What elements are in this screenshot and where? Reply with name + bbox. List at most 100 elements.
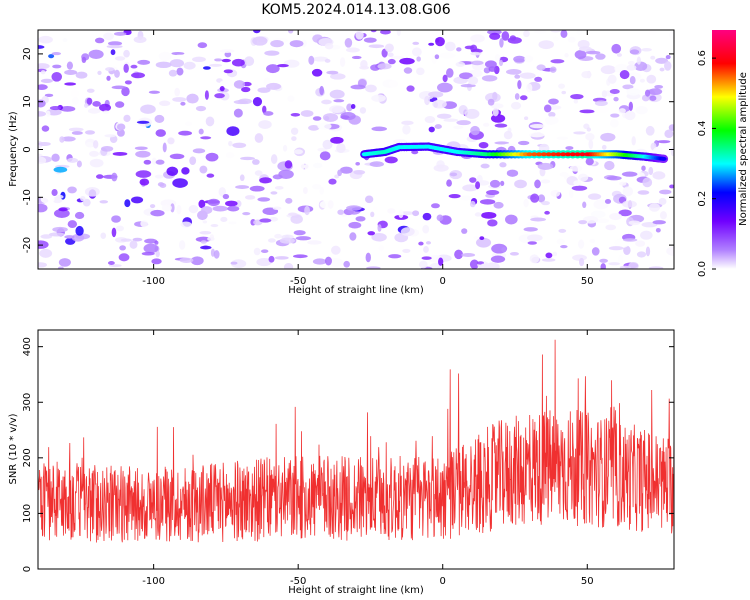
noise-blob [319, 151, 331, 161]
noise-blob [324, 256, 332, 266]
noise-blob [541, 258, 556, 262]
noise-blob [226, 126, 240, 136]
noise-blob [178, 130, 192, 136]
noise-blob [365, 195, 374, 204]
noise-blob [668, 124, 674, 131]
noise-blob [327, 200, 334, 209]
noise-blob [387, 58, 396, 65]
noise-blob [412, 210, 420, 217]
noise-blob [388, 80, 399, 88]
noise-blob [204, 90, 209, 100]
noise-blob [230, 261, 238, 265]
noise-blob [493, 201, 504, 209]
noise-blob [380, 30, 391, 35]
noise-blob [291, 136, 297, 141]
noise-blob [664, 61, 672, 71]
noise-blob [363, 37, 377, 43]
noise-blob [244, 56, 255, 67]
noise-blob [198, 199, 206, 209]
noise-blob [172, 178, 188, 188]
noise-blob [62, 38, 68, 43]
noise-blob [80, 195, 86, 202]
noise-blob [199, 165, 208, 174]
noise-blob [167, 137, 175, 145]
noise-blob [84, 130, 96, 135]
noise-blob [262, 105, 267, 114]
noise-blob [402, 124, 411, 135]
noise-blob [601, 144, 607, 150]
noise-blob [641, 47, 652, 52]
snr-panel: -100 -50 0 50 0 100 200 300 400 Height of strai… [8, 329, 675, 596]
noise-blob [322, 139, 333, 150]
noise-blob [129, 240, 138, 249]
noise-blob [655, 227, 661, 233]
noise-blob [293, 230, 306, 236]
noise-blob [205, 116, 215, 127]
noise-blob [38, 99, 46, 108]
y-tick-label: 10 [22, 95, 33, 108]
noise-blob [626, 64, 637, 71]
noise-blob [214, 58, 223, 62]
x-tick-label: -100 [142, 576, 165, 587]
noise-blob [499, 37, 504, 48]
noise-blob [38, 262, 47, 268]
noise-blob [416, 67, 425, 76]
signal-trace-core [569, 152, 576, 157]
noise-blob [111, 172, 118, 182]
noise-blob [192, 148, 206, 154]
noise-blob [191, 56, 206, 63]
noise-blob [444, 41, 456, 52]
noise-blob [135, 150, 151, 158]
noise-blob [446, 68, 454, 78]
noise-blob [523, 30, 530, 38]
noise-blob [230, 259, 247, 269]
noise-blob [619, 181, 627, 186]
noise-blob [544, 210, 550, 215]
noise-blob [38, 240, 49, 249]
noise-blob [484, 60, 497, 69]
noise-blob [207, 198, 220, 207]
noise-blob [669, 30, 674, 39]
noise-blob [665, 54, 671, 60]
noise-blob [272, 174, 283, 180]
noise-blob [218, 187, 227, 197]
signal-trace-core [555, 152, 562, 157]
noise-blob [295, 236, 312, 241]
noise-blob [254, 133, 264, 143]
noise-blob [97, 70, 102, 75]
noise-blob [111, 227, 117, 238]
noise-blob [144, 238, 158, 244]
noise-blob [424, 116, 436, 124]
noise-blob [200, 136, 212, 140]
noise-blob [92, 100, 101, 107]
noise-blob [46, 110, 51, 117]
noise-blob [470, 125, 480, 136]
noise-blob [123, 49, 130, 58]
noise-blob [154, 240, 159, 245]
noise-blob [664, 129, 674, 139]
noise-blob [422, 212, 432, 221]
noise-blob [328, 258, 344, 267]
noise-blob [578, 257, 585, 267]
noise-blob [148, 90, 160, 94]
colorbar: 0.0 0.2 0.4 0.6 Normalized spectral amplitu… [697, 30, 749, 277]
noise-blob [610, 113, 620, 118]
noise-blob [137, 59, 151, 65]
noise-blob [266, 64, 280, 74]
noise-blob [384, 43, 394, 53]
noise-blob [176, 204, 182, 215]
noise-blob [274, 185, 284, 190]
snr-frame [37, 329, 675, 570]
noise-blob [289, 40, 304, 48]
noise-blob [556, 238, 565, 245]
noise-blob [594, 100, 608, 107]
noise-blob [51, 153, 60, 162]
noise-blob [501, 31, 510, 41]
noise-blob [527, 241, 538, 245]
noise-blob [578, 239, 585, 249]
noise-blob [523, 227, 538, 232]
noise-blob [274, 233, 282, 239]
snr-series-line [38, 339, 674, 543]
noise-blob [123, 114, 131, 123]
